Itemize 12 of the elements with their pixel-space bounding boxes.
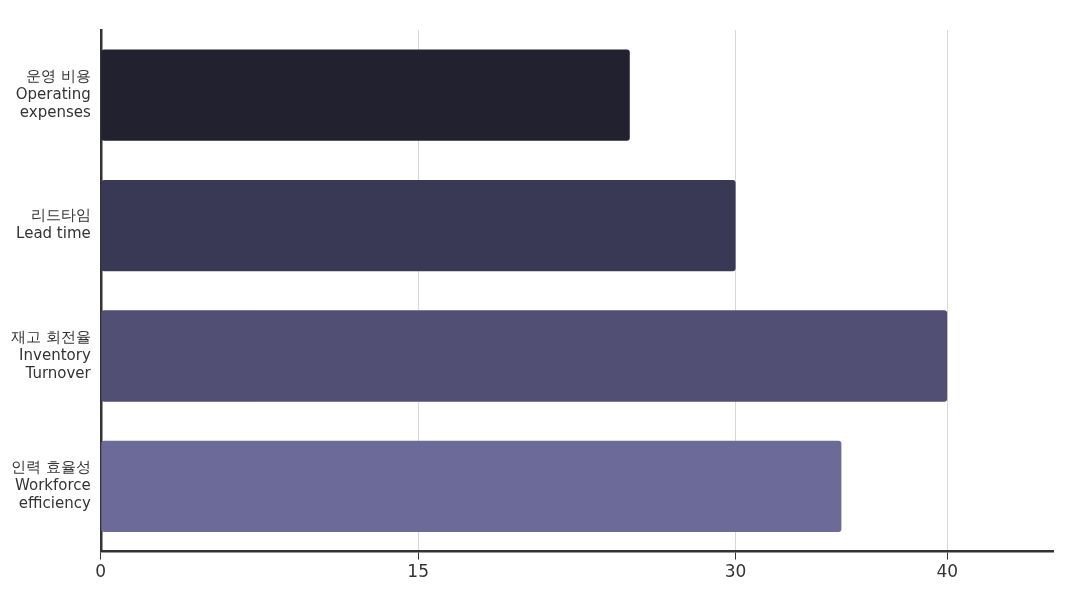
bar: [101, 310, 948, 402]
y-tick-label: 운영 비용 Operating expenses: [15, 67, 91, 122]
bar: [101, 49, 630, 141]
y-tick-label: 재고 회전율 Inventory Turnover: [10, 327, 92, 382]
y-tick-label: 리드타임 Lead time: [16, 206, 91, 243]
x-tick-label: 30: [724, 561, 747, 582]
x-tick-label: 40: [936, 561, 959, 582]
bar: [101, 440, 842, 533]
x-tick-label: 15: [407, 561, 429, 582]
bar: [101, 179, 736, 272]
x-tick-label: 0: [95, 561, 107, 582]
y-tick-label: 인력 효율성 Workforce efficiency: [10, 458, 91, 513]
